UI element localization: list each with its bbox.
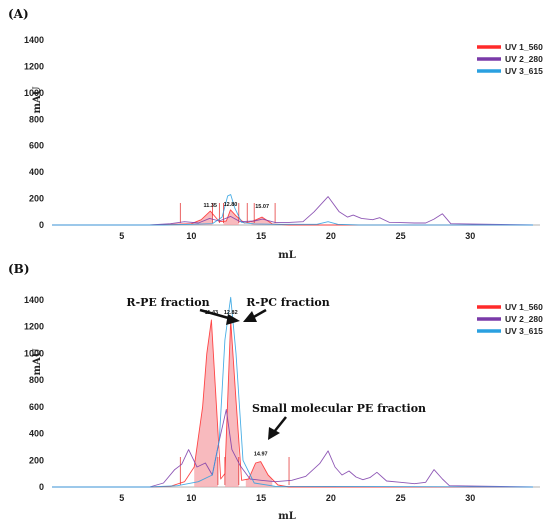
arrow-small-pe-shaft <box>273 416 287 433</box>
panel-a-peak-label: 11.35 <box>204 203 217 209</box>
panel-a-y-tick-label: 600 <box>29 141 44 151</box>
panel-b-x-tick-label: 5 <box>119 493 124 503</box>
panel-b-fraction-area-1 <box>194 320 218 487</box>
panel-b-legend-entry: UV 3_615 <box>505 326 543 336</box>
panel-b-ylabel: mAU <box>32 348 43 375</box>
panel-a-x-tick-label: 5 <box>119 231 124 241</box>
panel-a-y-tick-label: 0 <box>39 220 44 230</box>
arrow-rpe-head <box>226 314 240 325</box>
annotation-rpc-fraction: R-PC fraction <box>246 296 330 309</box>
panel-a-x-tick-label: 30 <box>465 231 475 241</box>
panel-b-y-tick-label: 200 <box>29 455 44 465</box>
panel-a-peak-label: 12.80 <box>224 202 238 208</box>
annotation-rpe-fraction: R-PE fraction <box>126 296 209 309</box>
panel-b-y-tick-label: 600 <box>29 402 44 412</box>
panel-b-legend-entry: UV 1_560 <box>505 302 543 312</box>
arrow-small-pe-head <box>268 427 280 440</box>
panel-b-y-tick-label: 1000 <box>24 348 44 358</box>
panel-a-series-line-1 <box>52 209 533 226</box>
panel-a-plot: 0 200 400 600 800 1000 1200 1400 5 10 15 20 25 30 11.3… <box>24 35 543 241</box>
arrow-rpc-head <box>243 311 257 322</box>
panel-b-y-tick-label: 0 <box>39 482 44 492</box>
panel-b-label: (B) <box>8 262 30 276</box>
panel-a-fraction-area-2 <box>223 210 239 225</box>
panel-a-series-line-2 <box>52 196 534 226</box>
panel-a-legend-entry: UV 3_615 <box>505 66 543 76</box>
panel-b-y-tick-label: 1200 <box>24 322 44 332</box>
panel-a-label: (A) <box>8 7 29 21</box>
panel-a-x-tick-label: 15 <box>256 231 266 241</box>
panel-b-series-line-3 <box>52 296 534 488</box>
panel-a-y-tick-label: 400 <box>29 167 44 177</box>
panel-a-legend-entry: UV 1_560 <box>505 42 543 52</box>
panel-a-y-tick-label: 1000 <box>24 88 44 98</box>
panel-a-x-tick-label: 10 <box>186 231 196 241</box>
panel-b-xlabel: mL <box>278 511 296 522</box>
panel-b-y-tick-label: 1400 <box>24 295 44 305</box>
panel-b-peak-label: 12.82 <box>224 310 238 316</box>
panel-b-x-tick-label: 20 <box>326 493 336 503</box>
panel-b-peak-label: 14.97 <box>254 452 268 458</box>
panel-b-x-tick-label: 25 <box>396 493 406 503</box>
panel-a-peak-label: 15.07 <box>255 204 269 210</box>
panel-a-y-tick-label: 800 <box>29 114 44 124</box>
panel-b-series-line-2 <box>52 409 534 488</box>
panel-b-series-line-1 <box>52 319 533 488</box>
panel-b-x-tick-label: 30 <box>465 493 475 503</box>
panel-b-y-tick-label: 400 <box>29 429 44 439</box>
panel-a-y-tick-label: 1200 <box>24 61 44 71</box>
panel-b-fraction-area-2 <box>224 321 239 487</box>
panel-a-legend-entry: UV 2_280 <box>505 54 543 64</box>
panel-a-fraction-area-3 <box>251 217 276 225</box>
panel-a-xlabel: mL <box>278 250 296 261</box>
panel-a-x-tick-label: 20 <box>326 231 336 241</box>
panel-a-y-tick-label: 1400 <box>24 35 44 45</box>
panel-a-x-tick-label: 25 <box>396 231 406 241</box>
annotation-small-pe-fraction: Small molecular PE fraction <box>252 402 426 415</box>
panel-a-ylabel: mAU <box>32 86 43 113</box>
arrow-rpe-shaft <box>199 308 233 321</box>
panel-b-y-tick-label: 800 <box>29 375 44 385</box>
panel-b-x-tick-label: 15 <box>256 493 266 503</box>
panel-a-y-tick-label: 200 <box>29 194 44 204</box>
panel-b-plot: 02004006008001000120014005101520253011.4… <box>24 295 543 503</box>
panel-a-series-line-3 <box>52 194 533 226</box>
panel-b-legend-entry: UV 2_280 <box>505 314 543 324</box>
panel-b-x-tick-label: 10 <box>186 493 196 503</box>
